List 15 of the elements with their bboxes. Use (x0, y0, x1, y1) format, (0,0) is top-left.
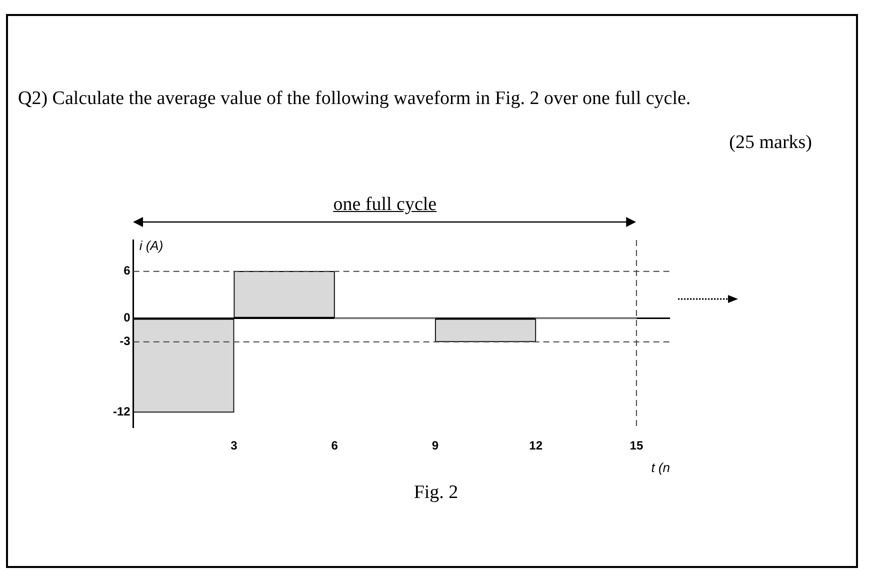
y-tick-label: 6 (124, 264, 131, 278)
x-tick-label: 3 (230, 438, 238, 453)
caption: Fig. 2 (412, 482, 460, 504)
y-tick-label: -12 (113, 404, 131, 419)
text: one full cycle (333, 194, 437, 216)
x-tick-label: 15 (630, 438, 644, 453)
y-axis-title: i (A) (139, 238, 164, 253)
x-axis-title: t (n (651, 460, 670, 475)
chart-title: Q2) Calculate the average value of the following waveform in Fig. 2 over one full cycle. (18, 88, 692, 110)
x-tick-label: 9 (432, 438, 439, 453)
x-tick-label: 12 (529, 438, 543, 453)
y-tick-label: 0 (124, 310, 131, 325)
text: (25 marks) (729, 132, 812, 154)
y-tick-label: -3 (120, 334, 131, 348)
x-tick-label: 6 (331, 438, 338, 453)
